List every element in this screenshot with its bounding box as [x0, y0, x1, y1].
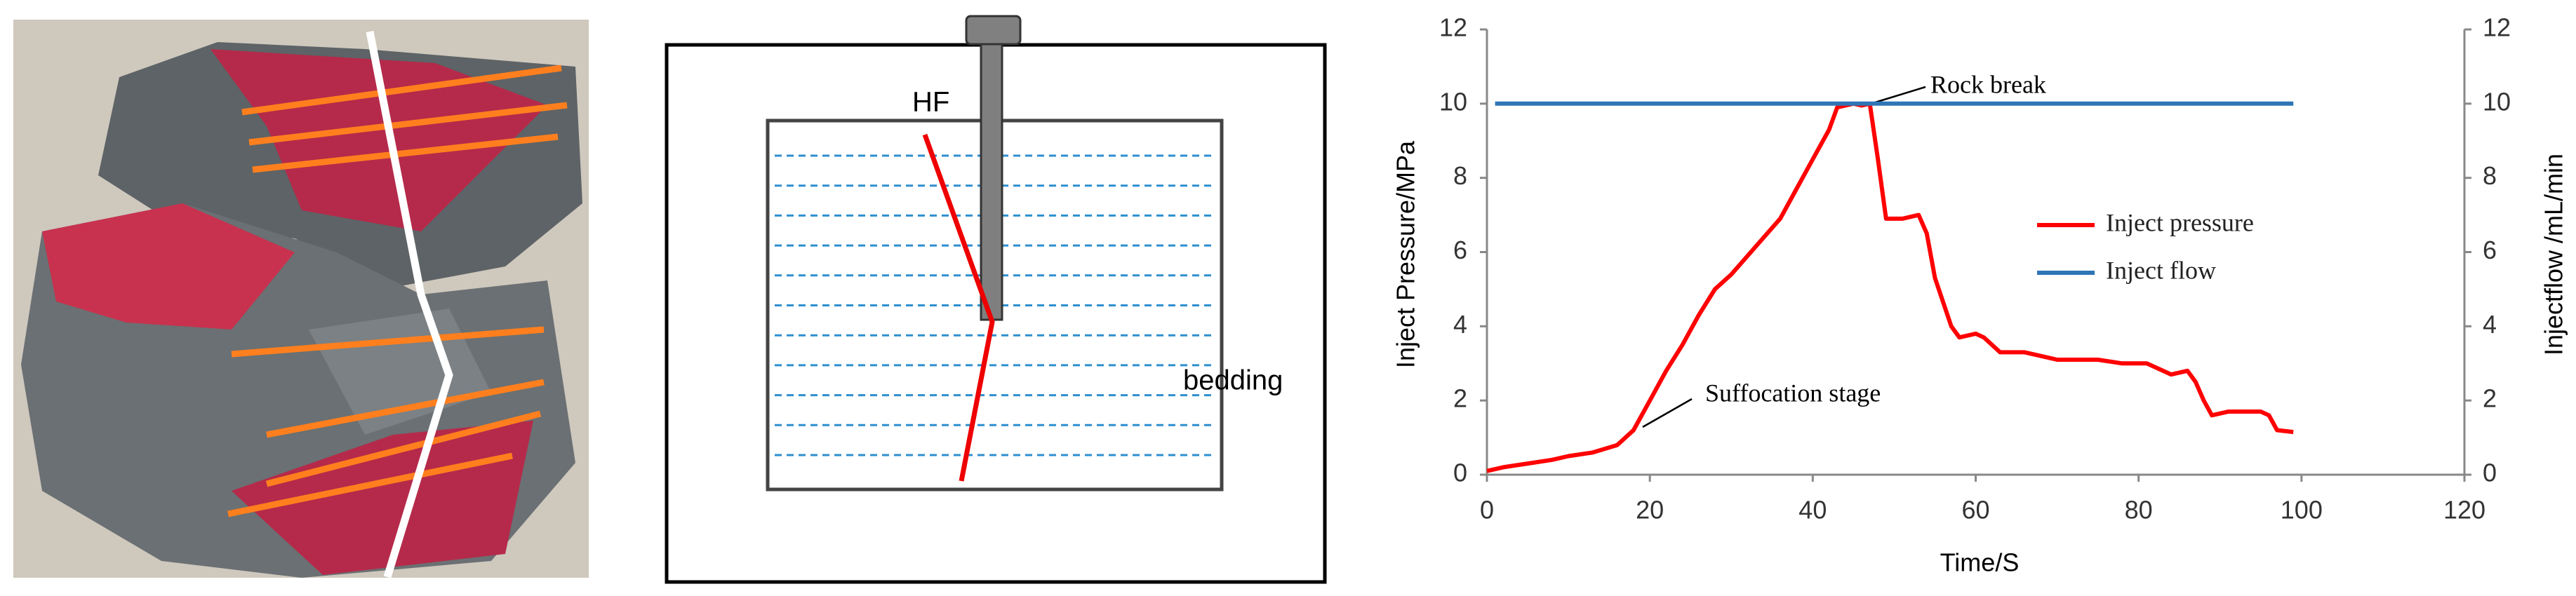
y2-tick-label: 8 — [2483, 161, 2497, 190]
y-tick-label: 0 — [1453, 459, 1467, 487]
x-tick-label: 20 — [1636, 496, 1664, 524]
y-tick-label: 10 — [1439, 87, 1467, 116]
x-tick-label: 100 — [2281, 496, 2323, 524]
y2-tick-label: 2 — [2483, 384, 2497, 413]
legend-label: Inject flow — [2106, 256, 2216, 284]
y-tick-label: 6 — [1453, 236, 1467, 264]
chart: Time/S Inject Pressure/MPa Injectflow /m… — [1392, 13, 2568, 577]
annotation-leader — [1642, 398, 1693, 428]
y2-tick-label: 10 — [2483, 87, 2511, 116]
diagram-label: HF — [912, 87, 949, 118]
y-tick-label: 8 — [1453, 161, 1467, 190]
y-tick-label: 4 — [1453, 310, 1467, 339]
x-tick-label: 120 — [2443, 496, 2485, 524]
y-axis-label: Inject Pressure/MPa — [1392, 140, 1420, 368]
legend-label: Inject pressure — [2106, 208, 2254, 236]
annotation: Rock break — [1930, 70, 2046, 98]
diagram-label: bedding — [1183, 365, 1283, 396]
x-axis-label: Time/S — [1940, 548, 2020, 577]
y2-tick-label: 4 — [2483, 310, 2497, 339]
y-tick-label: 2 — [1453, 384, 1467, 413]
annotation: Suffocation stage — [1705, 379, 1881, 407]
annotation-leader — [1872, 86, 1926, 104]
y-tick-label: 12 — [1439, 13, 1467, 42]
x-tick-label: 60 — [1961, 496, 1989, 524]
y2-axis-label: Injectflow /mL/min — [2540, 154, 2568, 355]
x-tick-label: 0 — [1480, 496, 1494, 524]
y2-tick-label: 0 — [2483, 459, 2497, 487]
fracture-diagram: HF bedding — [665, 15, 1327, 584]
x-tick-label: 80 — [2125, 496, 2153, 524]
rock-photo — [13, 20, 589, 578]
x-tick-label: 40 — [1798, 496, 1827, 524]
series-line — [1486, 101, 2294, 473]
y2-tick-label: 12 — [2483, 13, 2511, 42]
y2-tick-label: 6 — [2483, 236, 2497, 264]
